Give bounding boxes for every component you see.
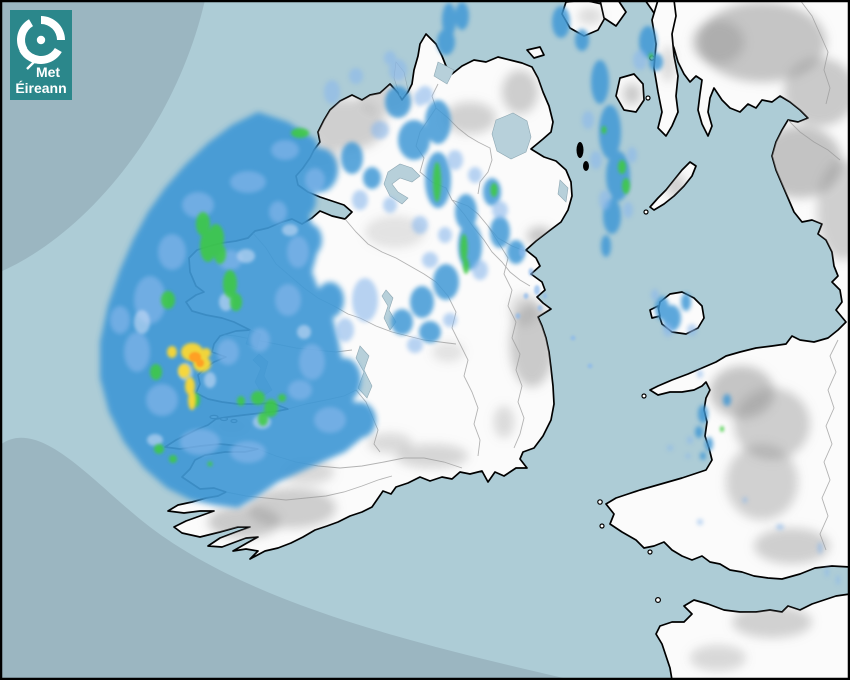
rain-light-scatter (110, 50, 840, 585)
logo-swirl-tail (26, 61, 35, 70)
rain-very-light-patches (134, 224, 311, 446)
relief-layer (208, 2, 850, 671)
rain-layer (100, 2, 840, 585)
lough-marks (576, 142, 589, 171)
rain-intense-orange (189, 352, 204, 367)
hurricane-swirl-icon (17, 16, 65, 64)
logo-text-eireann: Éireann (15, 80, 66, 96)
rain-coast-dots (515, 247, 593, 369)
rain-heavy-green (150, 53, 724, 467)
logo-text-met: Met (36, 64, 60, 80)
met-eireann-logo: Met Éireann (10, 10, 72, 100)
logo-background (10, 10, 72, 100)
